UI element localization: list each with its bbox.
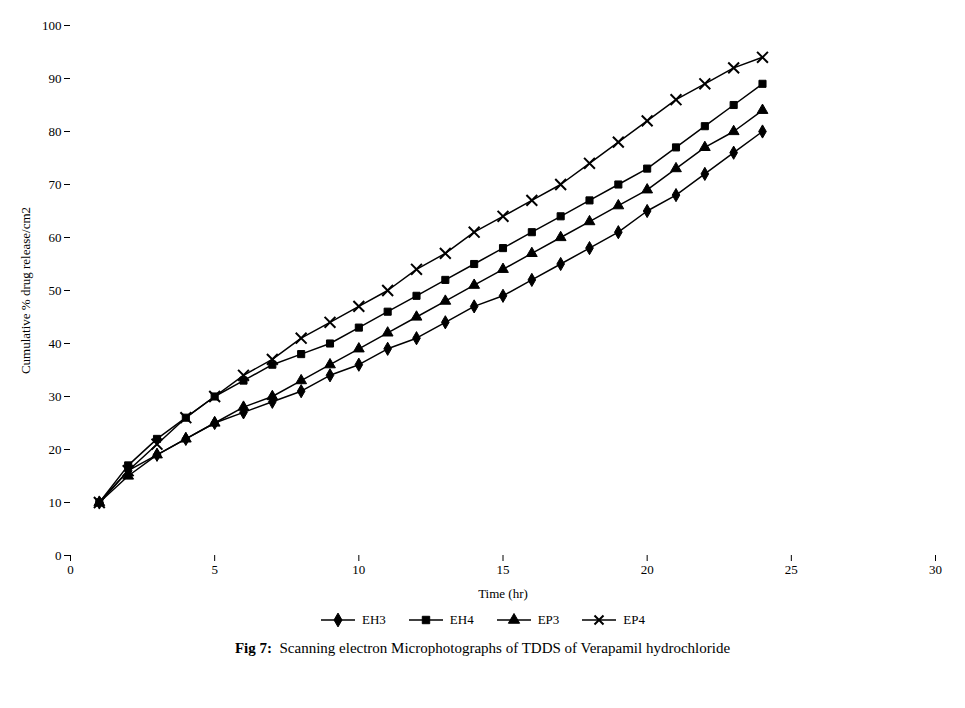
svg-text:0: 0	[55, 548, 62, 563]
svg-text:25: 25	[785, 562, 798, 577]
svg-text:70: 70	[49, 177, 62, 192]
html-text:Fig 7: Scanning electron Micro: Fig 7: Scanning electron Microphotograph…	[234, 640, 731, 656]
svg-text:Cumulative % drug release/cm2: Cumulative % drug release/cm2	[18, 207, 33, 374]
svg-text:15: 15	[497, 562, 510, 577]
svg-text:90: 90	[49, 71, 62, 86]
svg-text:20: 20	[641, 562, 654, 577]
svg-text:100: 100	[42, 18, 62, 33]
svg-text:30: 30	[49, 389, 62, 404]
html-text:EP3: EP3	[537, 612, 560, 627]
html-text:EH4: EH4	[449, 612, 474, 627]
html-text:EH3: EH3	[362, 612, 386, 627]
svg-text:5: 5	[211, 562, 218, 577]
svg-text:40: 40	[49, 336, 62, 351]
svg-text:10: 10	[352, 562, 365, 577]
svg-text:20: 20	[49, 442, 62, 457]
svg-text:Time (hr): Time (hr)	[478, 586, 528, 601]
svg-text:50: 50	[49, 283, 62, 298]
svg-text:60: 60	[49, 230, 62, 245]
svg-text:30: 30	[929, 562, 942, 577]
svg-text:0: 0	[67, 562, 74, 577]
html-text:EP4: EP4	[623, 612, 645, 627]
svg-text:80: 80	[49, 124, 62, 139]
svg-text:10: 10	[49, 495, 62, 510]
